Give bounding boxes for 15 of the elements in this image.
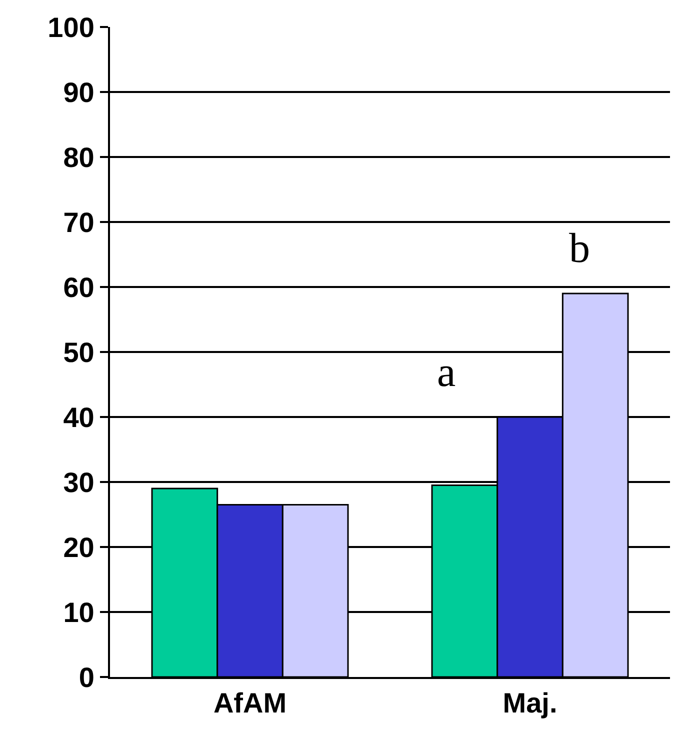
y-tick-label: 20 — [63, 532, 94, 563]
annotation: b — [569, 226, 590, 272]
x-tick-label: AfAM — [213, 688, 287, 719]
y-tick-label: 0 — [78, 662, 94, 693]
y-tick-label: 80 — [63, 142, 94, 173]
annotation: a — [437, 350, 456, 396]
y-tick-label: 60 — [63, 272, 94, 303]
y-tick-label: 90 — [63, 76, 94, 108]
y-tick-label: 30 — [63, 466, 94, 498]
y-tick-label: 40 — [63, 402, 94, 433]
y-tick-label: 70 — [63, 206, 94, 238]
y-tick-label: 10 — [63, 596, 94, 628]
y-tick-label: 100 — [48, 12, 94, 43]
x-tick-label: Maj. — [502, 688, 558, 719]
y-tick-label: 50 — [63, 336, 94, 368]
